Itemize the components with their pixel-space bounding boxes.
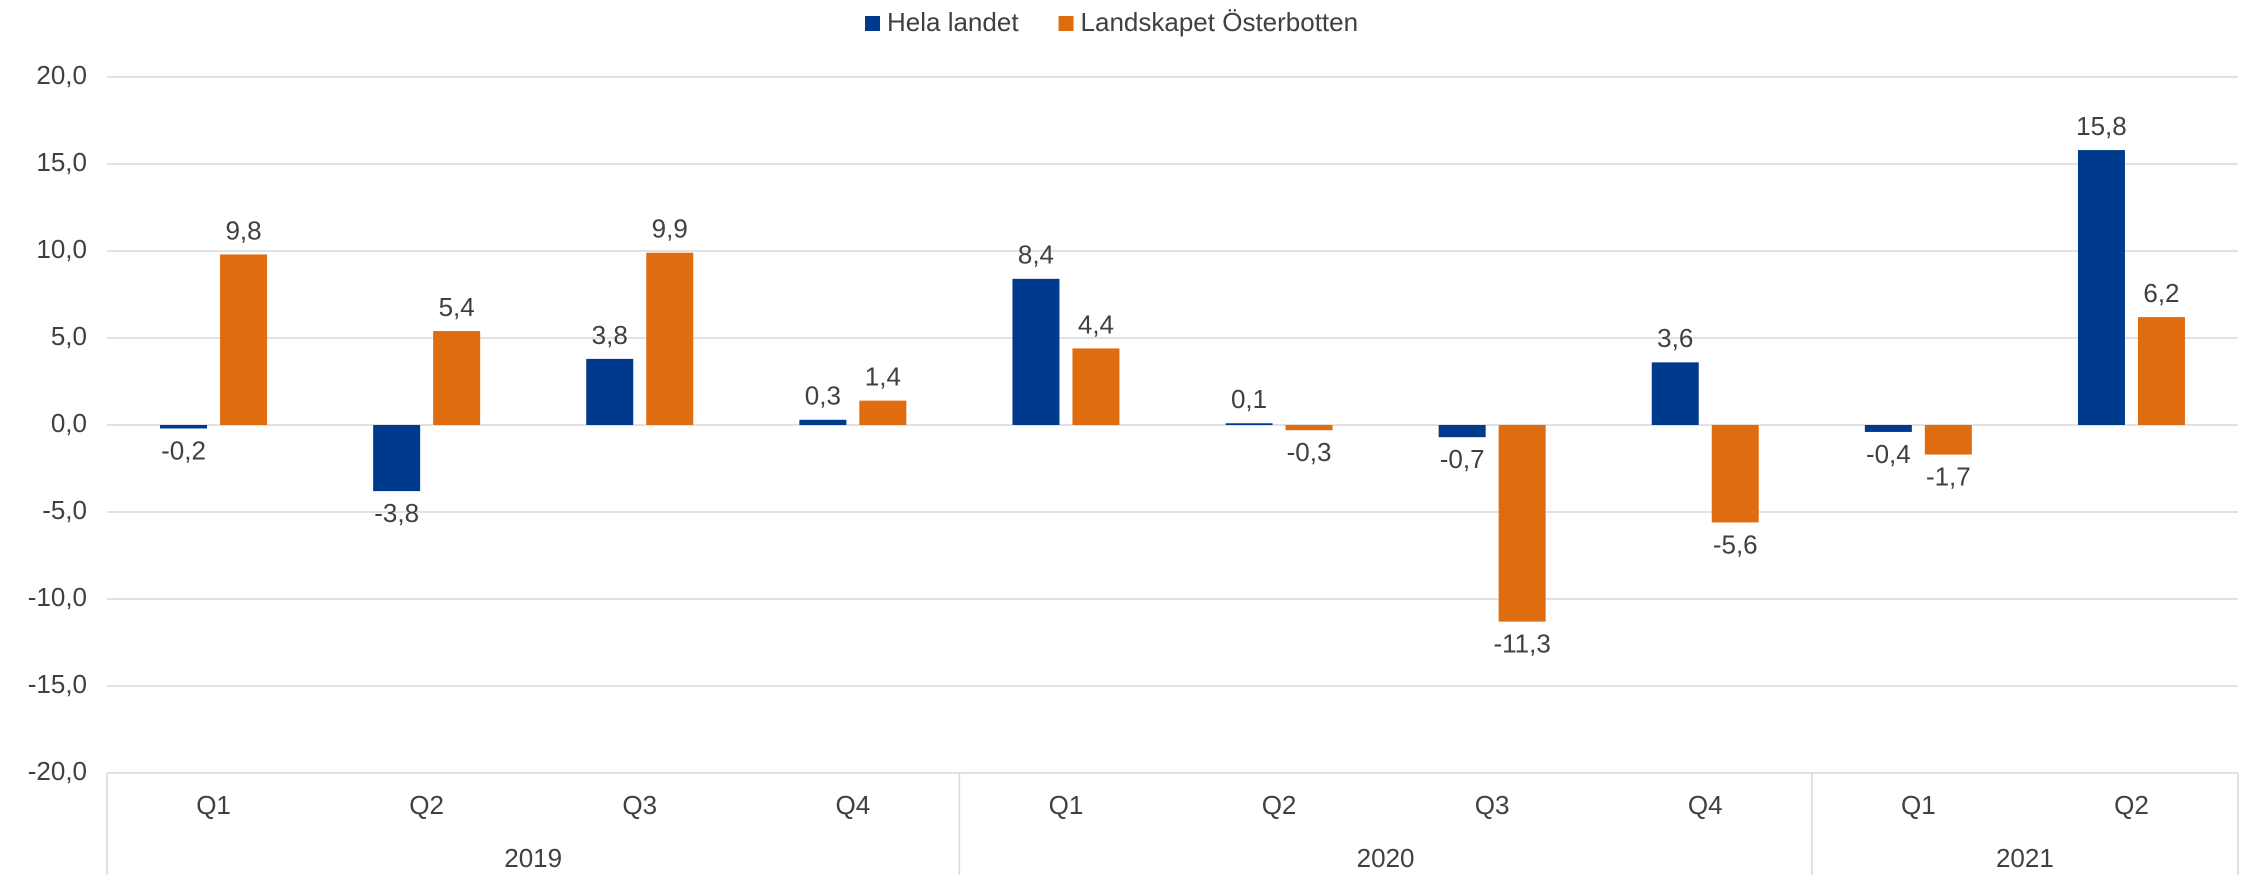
- y-tick-label: 0,0: [51, 408, 87, 438]
- bar: [799, 419, 847, 425]
- data-label: -0,4: [1866, 439, 1911, 469]
- bar: [1225, 423, 1273, 425]
- data-label: 6,2: [2143, 278, 2179, 308]
- x-tick-label: Q2: [2114, 790, 2149, 820]
- data-label: 0,3: [805, 381, 841, 411]
- legend-swatch: [865, 16, 880, 31]
- data-label: 1,4: [865, 362, 901, 392]
- bar: [1285, 425, 1333, 431]
- bar: [160, 425, 208, 429]
- x-tick-label: Q1: [1049, 790, 1084, 820]
- bar: [2137, 317, 2185, 425]
- data-label: 15,8: [2076, 111, 2127, 141]
- data-label: 5,4: [439, 292, 475, 322]
- data-label: 8,4: [1018, 240, 1054, 270]
- y-tick-label: -10,0: [28, 582, 87, 612]
- bar: [220, 254, 268, 425]
- bar: [1864, 425, 1912, 432]
- data-label: 9,8: [225, 215, 261, 245]
- bar: [646, 252, 694, 425]
- x-tick-label: Q1: [196, 790, 231, 820]
- bar: [1438, 425, 1486, 438]
- bar: [859, 400, 907, 425]
- bar: [1651, 362, 1699, 425]
- x-tick-label: Q1: [1901, 790, 1936, 820]
- legend-swatch: [1058, 16, 1074, 31]
- data-label: 3,6: [1657, 323, 1693, 353]
- y-tick-label: 20,0: [36, 60, 87, 90]
- y-tick-label: 5,0: [51, 321, 87, 351]
- group-label: 2020: [1357, 843, 1415, 873]
- data-label: -0,2: [161, 435, 206, 465]
- bar: [1711, 425, 1759, 523]
- data-label: -0,7: [1440, 444, 1485, 474]
- x-tick-label: Q4: [1688, 790, 1723, 820]
- bar: [1498, 425, 1546, 622]
- data-label: -11,3: [1493, 628, 1550, 658]
- data-label: -0,3: [1287, 437, 1332, 467]
- bar: [586, 358, 634, 425]
- x-tick-label: Q2: [1262, 790, 1297, 820]
- data-label: 4,4: [1078, 309, 1114, 339]
- legend-label: Hela landet: [887, 7, 1019, 37]
- data-label: -3,8: [374, 498, 419, 528]
- bar: [373, 425, 421, 492]
- y-tick-label: -15,0: [28, 669, 87, 699]
- x-tick-label: Q3: [622, 790, 657, 820]
- data-label: -5,6: [1713, 529, 1758, 559]
- x-tick-label: Q2: [409, 790, 444, 820]
- y-tick-label: 10,0: [36, 234, 87, 264]
- bar: [1012, 278, 1060, 425]
- group-label: 2021: [1996, 843, 2054, 873]
- bar: [2077, 150, 2125, 425]
- data-label: 9,9: [652, 214, 688, 244]
- data-label: 0,1: [1231, 384, 1267, 414]
- bar: [1924, 425, 1972, 455]
- y-tick-label: -20,0: [28, 756, 87, 786]
- y-tick-label: -5,0: [42, 495, 87, 525]
- data-label: 3,8: [592, 320, 628, 350]
- x-tick-label: Q4: [836, 790, 871, 820]
- x-tick-label: Q3: [1475, 790, 1510, 820]
- bar: [433, 331, 481, 425]
- bar: [1072, 348, 1120, 425]
- y-tick-label: 15,0: [36, 147, 87, 177]
- data-label: -1,7: [1926, 461, 1971, 491]
- legend-label: Landskapet Österbotten: [1081, 7, 1359, 37]
- group-label: 2019: [504, 843, 562, 873]
